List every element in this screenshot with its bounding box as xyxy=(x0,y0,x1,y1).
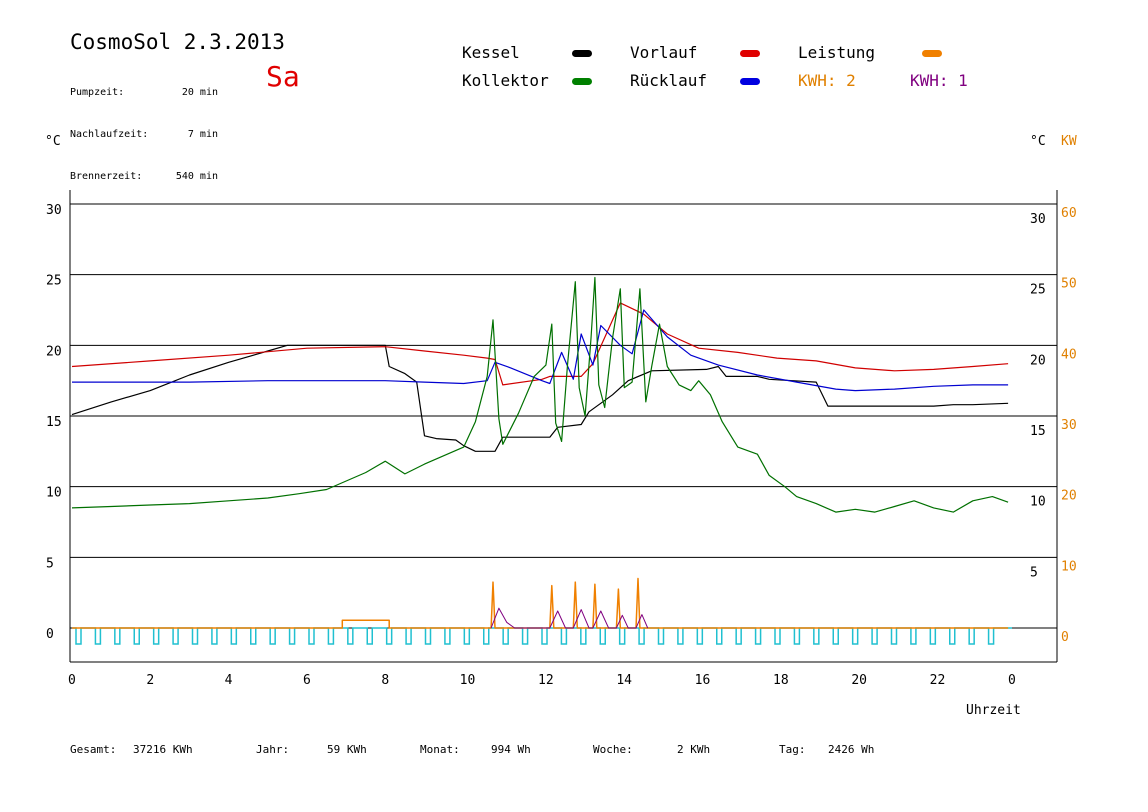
legend-kessel-swatch xyxy=(572,50,592,57)
x-tick-label: 6 xyxy=(303,673,311,688)
x-tick-label: 14 xyxy=(616,673,632,688)
legend-kollektor-label: Kollektor xyxy=(462,71,549,90)
y-tick-label-right-celsius: 25 xyxy=(1030,283,1046,298)
series-line-2 xyxy=(72,309,1009,392)
info-nachlauf-label: Nachlaufzeit: xyxy=(70,129,149,140)
footer-monat-label: Monat: xyxy=(420,743,460,756)
app-title: CosmoSol 2.3.2013 xyxy=(70,30,285,54)
y-tick-label-right-celsius: 20 xyxy=(1030,353,1046,368)
left-axis-unit: °C xyxy=(45,134,61,149)
info-nachlauf-value: 7 min xyxy=(187,129,218,140)
x-tick-label: 20 xyxy=(851,673,867,688)
footer-monat-value: 994 Wh xyxy=(491,743,531,756)
legend-vorlauf-label: Vorlauf xyxy=(630,43,698,62)
y-tick-label-right-kw: 60 xyxy=(1061,206,1077,221)
footer-gesamt-label: Gesamt: xyxy=(70,743,117,756)
x-tick-label: 12 xyxy=(538,673,554,688)
info-pump-value: 20 min xyxy=(181,87,218,98)
right-axis-unit-celsius: °C xyxy=(1030,134,1046,149)
series-line-1 xyxy=(71,302,1009,386)
legend-leistung-swatch xyxy=(922,50,942,57)
pump-status-line xyxy=(72,627,1012,645)
footer-tag-label: Tag: xyxy=(779,743,806,756)
info-brenner-value: 540 min xyxy=(175,171,218,182)
info-values: 20 min 7 min 540 min xyxy=(150,58,218,198)
x-tick-label: 22 xyxy=(930,673,946,688)
legend-kessel-label: Kessel xyxy=(462,43,520,62)
x-tick-label: 0 xyxy=(68,673,76,688)
y-tick-label-left: 25 xyxy=(46,274,62,289)
footer-tag-value: 2426 Wh xyxy=(828,743,875,756)
footer-woche-label: Woche: xyxy=(593,743,633,756)
info-labels: Pumpzeit: Nachlaufzeit: Brennerzeit: xyxy=(70,58,175,198)
x-tick-label: 0 xyxy=(1008,673,1016,688)
x-axis-label: Uhrzeit xyxy=(966,703,1021,718)
legend-leistung-label: Leistung xyxy=(798,43,876,62)
legend-ruecklauf-label: Rücklauf xyxy=(630,71,708,90)
y-tick-label-right-kw: 10 xyxy=(1061,559,1077,574)
x-tick-label: 8 xyxy=(381,673,389,688)
x-tick-label: 4 xyxy=(225,673,233,688)
y-tick-label-left: 10 xyxy=(46,486,62,501)
y-tick-label-left: 20 xyxy=(46,344,62,359)
series-line-4 xyxy=(72,577,1009,629)
series-line-0 xyxy=(71,344,1009,452)
info-brenner-label: Brennerzeit: xyxy=(70,171,143,182)
legend-vorlauf-swatch xyxy=(740,50,760,57)
y-tick-label-right-celsius: 15 xyxy=(1030,424,1046,439)
series-line-5 xyxy=(490,607,649,629)
y-tick-label-right-kw: 20 xyxy=(1061,489,1077,504)
y-tick-label-right-kw: 30 xyxy=(1061,418,1077,433)
footer-jahr-label: Jahr: xyxy=(256,743,290,756)
info-pump-label: Pumpzeit: xyxy=(70,87,125,98)
legend-ruecklauf-swatch xyxy=(740,78,760,85)
y-tick-label-right-celsius: 10 xyxy=(1030,495,1046,510)
series-line-3 xyxy=(71,276,1009,513)
y-tick-label-left: 15 xyxy=(46,415,62,430)
y-tick-label-right-kw: 40 xyxy=(1061,347,1077,362)
right-axis-unit-kw: KW xyxy=(1061,134,1077,149)
y-tick-label-right-celsius: 30 xyxy=(1030,212,1046,227)
y-tick-label-right-kw: 50 xyxy=(1061,277,1077,292)
y-tick-label-right-celsius: 5 xyxy=(1030,565,1038,580)
y-tick-label-right-kw: 0 xyxy=(1061,630,1069,645)
x-tick-label: 10 xyxy=(460,673,476,688)
y-tick-label-left: 5 xyxy=(46,556,54,571)
y-tick-label-left: 0 xyxy=(46,627,54,642)
legend-kollektor-swatch xyxy=(572,78,592,85)
x-tick-label: 18 xyxy=(773,673,789,688)
weekday-label: Sa xyxy=(266,60,300,93)
x-tick-label: 2 xyxy=(146,673,154,688)
legend-kwh2-label: KWH: 2 xyxy=(798,71,856,90)
footer-gesamt-value: 37216 KWh xyxy=(133,743,193,756)
x-tick-label: 16 xyxy=(695,673,711,688)
y-tick-label-left: 30 xyxy=(46,203,62,218)
footer-woche-value: 2 KWh xyxy=(677,743,711,756)
footer-jahr-value: 59 KWh xyxy=(327,743,367,756)
legend-kwh1-label: KWH: 1 xyxy=(910,71,968,90)
